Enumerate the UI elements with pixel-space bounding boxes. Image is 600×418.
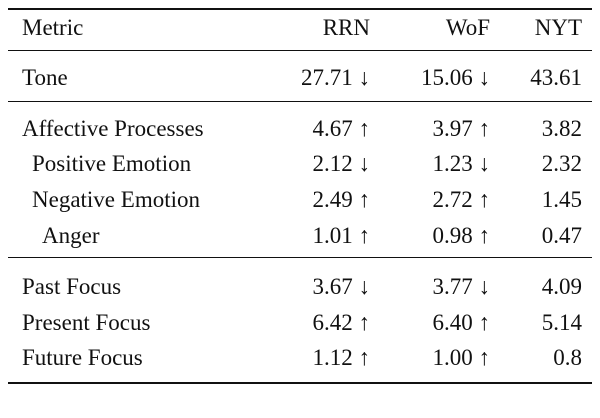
table-row: Negative Emotion 2.49 ↑ 2.72 ↑ 1.45: [0, 185, 600, 215]
cell: 6.40 ↑: [432, 310, 491, 335]
cell: 1.45: [541, 187, 582, 212]
rule: [8, 257, 592, 258]
table-row: Anger 1.01 ↑ 0.98 ↑ 0.47: [0, 221, 600, 251]
cell: 1.23 ↓: [432, 151, 491, 176]
cell: 43.61: [530, 65, 582, 90]
cell: 2.12 ↓: [312, 151, 371, 176]
header-cell: RRN: [322, 15, 370, 40]
table-row: Affective Processes 4.67 ↑ 3.97 ↑ 3.82: [0, 114, 600, 144]
header-cell: WoF: [445, 15, 490, 40]
cell: 2.49 ↑: [312, 187, 371, 212]
cell: 1.12 ↑: [312, 345, 371, 370]
cell: 4.67 ↑: [312, 116, 371, 141]
cell: 3.67 ↓: [312, 274, 371, 299]
table-row: Tone 27.71 ↓ 15.06 ↓ 43.61: [0, 63, 600, 93]
top-rule: [8, 8, 592, 10]
cell: 3.97 ↑: [432, 116, 491, 141]
table-row: Present Focus 6.42 ↑ 6.40 ↑ 5.14: [0, 308, 600, 338]
row-label: Future Focus: [22, 345, 143, 370]
rule: [8, 50, 592, 51]
row-label: Affective Processes: [22, 116, 204, 141]
table-row: Future Focus 1.12 ↑ 1.00 ↑ 0.8: [0, 343, 600, 373]
row-label: Present Focus: [22, 310, 151, 335]
row-label: Negative Emotion: [32, 187, 200, 212]
table-row: Past Focus 3.67 ↓ 3.77 ↓ 4.09: [0, 272, 600, 302]
cell: 27.71 ↓: [301, 65, 370, 90]
header-row: Metric RRN WoF NYT: [0, 13, 600, 43]
table-row: Positive Emotion 2.12 ↓ 1.23 ↓ 2.32: [0, 149, 600, 179]
cell: 3.77 ↓: [432, 274, 491, 299]
cell: 5.14: [541, 310, 582, 335]
row-label: Past Focus: [22, 274, 122, 299]
cell: 3.82: [541, 116, 582, 141]
row-label: Positive Emotion: [32, 151, 192, 176]
cell: 0.8: [553, 345, 582, 370]
row-label: Tone: [22, 65, 68, 90]
bottom-rule: [8, 382, 592, 384]
header-cell: Metric: [22, 15, 84, 40]
cell: 2.72 ↑: [432, 187, 491, 212]
cell: 2.32: [541, 151, 582, 176]
cell: 1.00 ↑: [432, 345, 491, 370]
cell: 1.01 ↑: [312, 223, 371, 248]
cell: 15.06 ↓: [421, 65, 490, 90]
row-label: Anger: [42, 223, 100, 248]
cell: 0.98 ↑: [432, 223, 491, 248]
cell: 4.09: [541, 274, 582, 299]
rule: [8, 101, 592, 102]
cell: 6.42 ↑: [312, 310, 371, 335]
cell: 0.47: [541, 223, 582, 248]
header-cell: NYT: [534, 15, 582, 40]
